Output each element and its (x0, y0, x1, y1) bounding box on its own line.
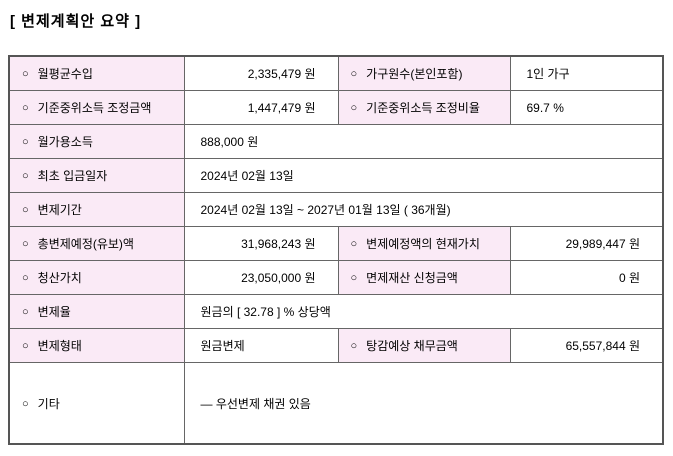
page-title: [ 변제계획안 요약 ] (10, 13, 142, 30)
repayment-plan-summary-table: ○ 월평균수입 2,335,479 원 ○ 가구원수(본인포함) 1인 가구 ○ 기준… (8, 55, 664, 445)
circle-bullet-icon: ○ (350, 102, 358, 114)
row-label: 총변제예정(유보)액 (37, 237, 134, 251)
table-row: ○ 총변제예정(유보)액 31,968,243 원 ○ 변제예정액의 현재가치 29… (8, 226, 664, 261)
row-label: 월평균수입 (37, 67, 93, 81)
value-repayment-type: 원금변제 (183, 328, 339, 363)
label-repayment-rate: ○ 변제율 (8, 294, 185, 329)
value-exempt-property-amount: 0 원 (509, 260, 664, 295)
circle-bullet-icon: ○ (22, 102, 29, 114)
circle-bullet-icon: ○ (22, 136, 29, 148)
value-etc: — 우선변제 채권 있음 (183, 362, 664, 445)
table-row: ○ 기준중위소득 조정금액 1,447,479 원 ○ 기준중위소득 조정비율 69… (8, 90, 664, 125)
row-label: 변제율 (37, 305, 71, 319)
circle-bullet-icon: ○ (22, 238, 29, 250)
label-etc: ○ 기타 (8, 362, 185, 445)
label-median-income-adjust-ratio: ○ 기준중위소득 조정비율 (337, 90, 511, 125)
value-expected-debt-reduction: 65,557,844 원 (509, 328, 664, 363)
row-label: 최초 입금일자 (37, 169, 108, 183)
table-row: ○ 기타 — 우선변제 채권 있음 (8, 362, 664, 445)
circle-bullet-icon: ○ (22, 170, 29, 182)
value-median-income-adjusted-amount: 1,447,479 원 (183, 90, 339, 125)
row-label: 면제재산 신청금액 (366, 271, 458, 285)
circle-bullet-icon: ○ (22, 68, 29, 80)
circle-bullet-icon: ○ (350, 68, 358, 80)
label-household-size: ○ 가구원수(본인포함) (337, 55, 511, 91)
circle-bullet-icon: ○ (22, 340, 29, 352)
label-monthly-disposable-income: ○ 월가용소득 (8, 124, 185, 159)
value-household-size: 1인 가구 (509, 55, 664, 91)
row-label: 기준중위소득 조정금액 (37, 101, 152, 115)
table-row: ○ 월가용소득 888,000 원 (8, 124, 664, 159)
label-expected-debt-reduction: ○ 탕감예상 채무금액 (337, 328, 511, 363)
label-first-deposit-date: ○ 최초 입금일자 (8, 158, 185, 193)
row-label: 기준중위소득 조정비율 (366, 101, 480, 115)
table-row: ○ 변제형태 원금변제 ○ 탕감예상 채무금액 65,557,844 원 (8, 328, 664, 363)
table-row: ○ 변제율 원금의 [ 32.78 ] % 상당액 (8, 294, 664, 329)
circle-bullet-icon: ○ (22, 397, 29, 410)
row-label: 월가용소득 (37, 135, 93, 149)
row-label: 가구원수(본인포함) (366, 67, 463, 81)
label-present-value-of-repayment: ○ 변제예정액의 현재가치 (337, 226, 511, 261)
value-total-expected-repayment: 31,968,243 원 (183, 226, 339, 261)
label-median-income-adjusted-amount: ○ 기준중위소득 조정금액 (8, 90, 185, 125)
value-monthly-avg-income: 2,335,479 원 (183, 55, 339, 91)
circle-bullet-icon: ○ (350, 272, 358, 284)
row-label: 변제형태 (37, 339, 82, 353)
label-exempt-property-amount: ○ 면제재산 신청금액 (337, 260, 511, 295)
label-repayment-type: ○ 변제형태 (8, 328, 185, 363)
value-present-value-of-repayment: 29,989,447 원 (509, 226, 664, 261)
table-row: ○ 월평균수입 2,335,479 원 ○ 가구원수(본인포함) 1인 가구 (8, 55, 664, 91)
row-label: 탕감예상 채무금액 (366, 339, 458, 353)
circle-bullet-icon: ○ (22, 204, 29, 216)
label-liquidation-value: ○ 청산가치 (8, 260, 185, 295)
value-repayment-rate: 원금의 [ 32.78 ] % 상당액 (183, 294, 664, 329)
circle-bullet-icon: ○ (350, 238, 358, 250)
circle-bullet-icon: ○ (350, 340, 358, 352)
value-first-deposit-date: 2024년 02월 13일 (183, 158, 664, 193)
value-median-income-adjust-ratio: 69.7 % (509, 90, 664, 125)
row-label: 변제예정액의 현재가치 (366, 237, 480, 251)
circle-bullet-icon: ○ (22, 272, 29, 284)
value-monthly-disposable-income: 888,000 원 (183, 124, 664, 159)
label-monthly-avg-income: ○ 월평균수입 (8, 55, 185, 91)
value-liquidation-value: 23,050,000 원 (183, 260, 339, 295)
circle-bullet-icon: ○ (22, 306, 29, 318)
table-row: ○ 청산가치 23,050,000 원 ○ 면제재산 신청금액 0 원 (8, 260, 664, 295)
table-row: ○ 최초 입금일자 2024년 02월 13일 (8, 158, 664, 193)
label-repayment-period: ○ 변제기간 (8, 192, 185, 227)
table-row: ○ 변제기간 2024년 02월 13일 ~ 2027년 01월 13일 ( 36… (8, 192, 664, 227)
row-label: 기타 (37, 396, 60, 411)
row-label: 변제기간 (37, 203, 82, 217)
row-label: 청산가치 (37, 271, 82, 285)
value-repayment-period: 2024년 02월 13일 ~ 2027년 01월 13일 ( 36개월) (183, 192, 664, 227)
label-total-expected-repayment: ○ 총변제예정(유보)액 (8, 226, 185, 261)
